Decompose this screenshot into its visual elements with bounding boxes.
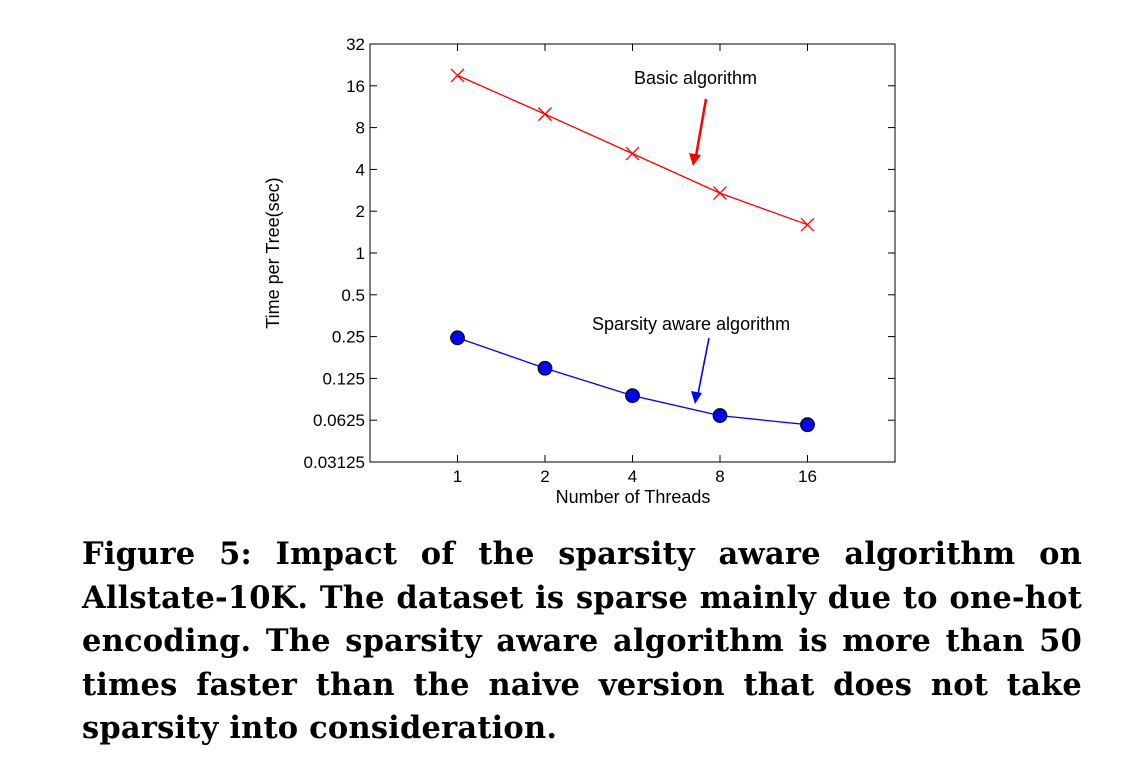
data-point-sparsity	[800, 417, 815, 433]
axis-ticks	[370, 43, 895, 463]
data-point-sparsity	[537, 360, 553, 376]
y-tick-label: 0.125	[322, 369, 365, 388]
x-tick-label: 2	[540, 467, 549, 486]
data-point-sparsity	[450, 330, 465, 346]
y-tick-label: 0.5	[341, 286, 365, 305]
y-tick-label: 16	[346, 77, 365, 96]
data-point-basic	[450, 68, 465, 83]
x-tick-label: 4	[628, 467, 637, 486]
y-tick-label: 32	[346, 35, 365, 54]
y-axis-title: Time per Tree(sec)	[263, 177, 283, 328]
x-axis-title: Number of Threads	[556, 487, 711, 507]
y-tick-label: 0.0625	[313, 411, 365, 430]
x-tick-labels: 1 2 4 8 16	[453, 467, 817, 486]
y-tick-labels: 32 16 8 4 2 1 0.5 0.25 0.125 0.0625 0.03125	[304, 35, 365, 472]
annotation-sparsity-aware-algorithm: Sparsity aware algorithm	[592, 314, 790, 334]
y-tick-label: 4	[356, 160, 365, 179]
data-point-basic	[625, 146, 640, 161]
data-point-basic	[800, 217, 815, 232]
data-point-basic	[713, 186, 727, 201]
data-point-basic	[538, 107, 552, 122]
y-tick-label: 0.25	[332, 328, 365, 347]
x-tick-label: 8	[715, 467, 724, 486]
annotation-arrow-basic	[689, 98, 708, 166]
chart: 32 16 8 4 2 1 0.5 0.25 0.125 0.0625 0.03125 1 2 4 8 16…	[263, 35, 896, 507]
y-tick-label: 8	[356, 119, 365, 138]
figure-caption: Figure 5: Impact of the sparsity aware a…	[82, 536, 1082, 746]
x-tick-label: 16	[798, 467, 817, 486]
x-tick-label: 1	[453, 467, 462, 486]
series-layer	[450, 68, 815, 433]
data-point-sparsity	[712, 408, 728, 423]
y-tick-label: 1	[356, 244, 365, 263]
y-tick-label: 2	[356, 202, 365, 221]
y-tick-label: 0.03125	[304, 453, 365, 472]
annotation-basic-algorithm: Basic algorithm	[634, 68, 757, 88]
annotation-arrow-sparsity	[691, 337, 710, 404]
data-point-sparsity	[625, 388, 640, 403]
